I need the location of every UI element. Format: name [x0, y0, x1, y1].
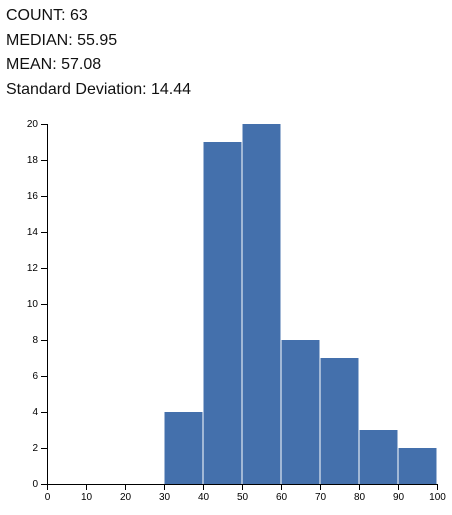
x-tick-label: 0: [45, 492, 51, 503]
y-tick-label: 0: [32, 479, 38, 490]
x-axis: 0 10 20 30 40 50 60 70 80 90 100: [45, 484, 446, 503]
mean-stat: MEAN: 57.08: [6, 56, 102, 73]
count-stat: COUNT: 63: [6, 7, 88, 24]
x-tick-label: 40: [198, 492, 210, 503]
histogram-bar-30-40: [164, 412, 203, 484]
y-tick-label: 12: [27, 263, 39, 274]
y-tick-label: 4: [32, 407, 38, 418]
x-tick-label: 70: [315, 492, 327, 503]
summary-statistics: COUNT: 63 MEDIAN: 55.95 MEAN: 57.08 Stan…: [6, 4, 436, 102]
y-tick-label: 14: [27, 227, 39, 238]
x-tick-label: 100: [429, 492, 446, 503]
y-tick-label: 18: [27, 155, 39, 166]
x-tick-label: 10: [81, 492, 93, 503]
x-tick-label: 50: [237, 492, 249, 503]
standard-deviation-stat: Standard Deviation: 14.44: [6, 80, 192, 98]
y-axis: 0 2 4 6 8 10 12 14 16 18 20: [27, 119, 48, 490]
y-tick-label: 16: [27, 191, 39, 202]
y-tick-label: 20: [27, 119, 39, 130]
histogram-bar-50-60: [242, 124, 281, 484]
x-tick-label: 60: [276, 492, 288, 503]
histogram-bar-90-100: [398, 448, 437, 484]
histogram-bar-40-50: [203, 142, 242, 484]
bar-group: [164, 124, 437, 484]
y-tick-label: 6: [32, 371, 38, 382]
histogram-bar-80-90: [359, 430, 398, 484]
y-tick-label: 2: [32, 443, 38, 454]
x-tick-label: 80: [354, 492, 366, 503]
y-tick-label: 10: [27, 299, 39, 310]
y-tick-label: 8: [32, 335, 38, 346]
x-tick-label: 30: [159, 492, 171, 503]
median-stat: MEDIAN: 55.95: [6, 31, 118, 49]
x-tick-label: 90: [393, 492, 405, 503]
histogram-bar-60-70: [281, 340, 320, 484]
histogram-bar-70-80: [320, 358, 359, 484]
x-tick-label: 20: [120, 492, 132, 503]
